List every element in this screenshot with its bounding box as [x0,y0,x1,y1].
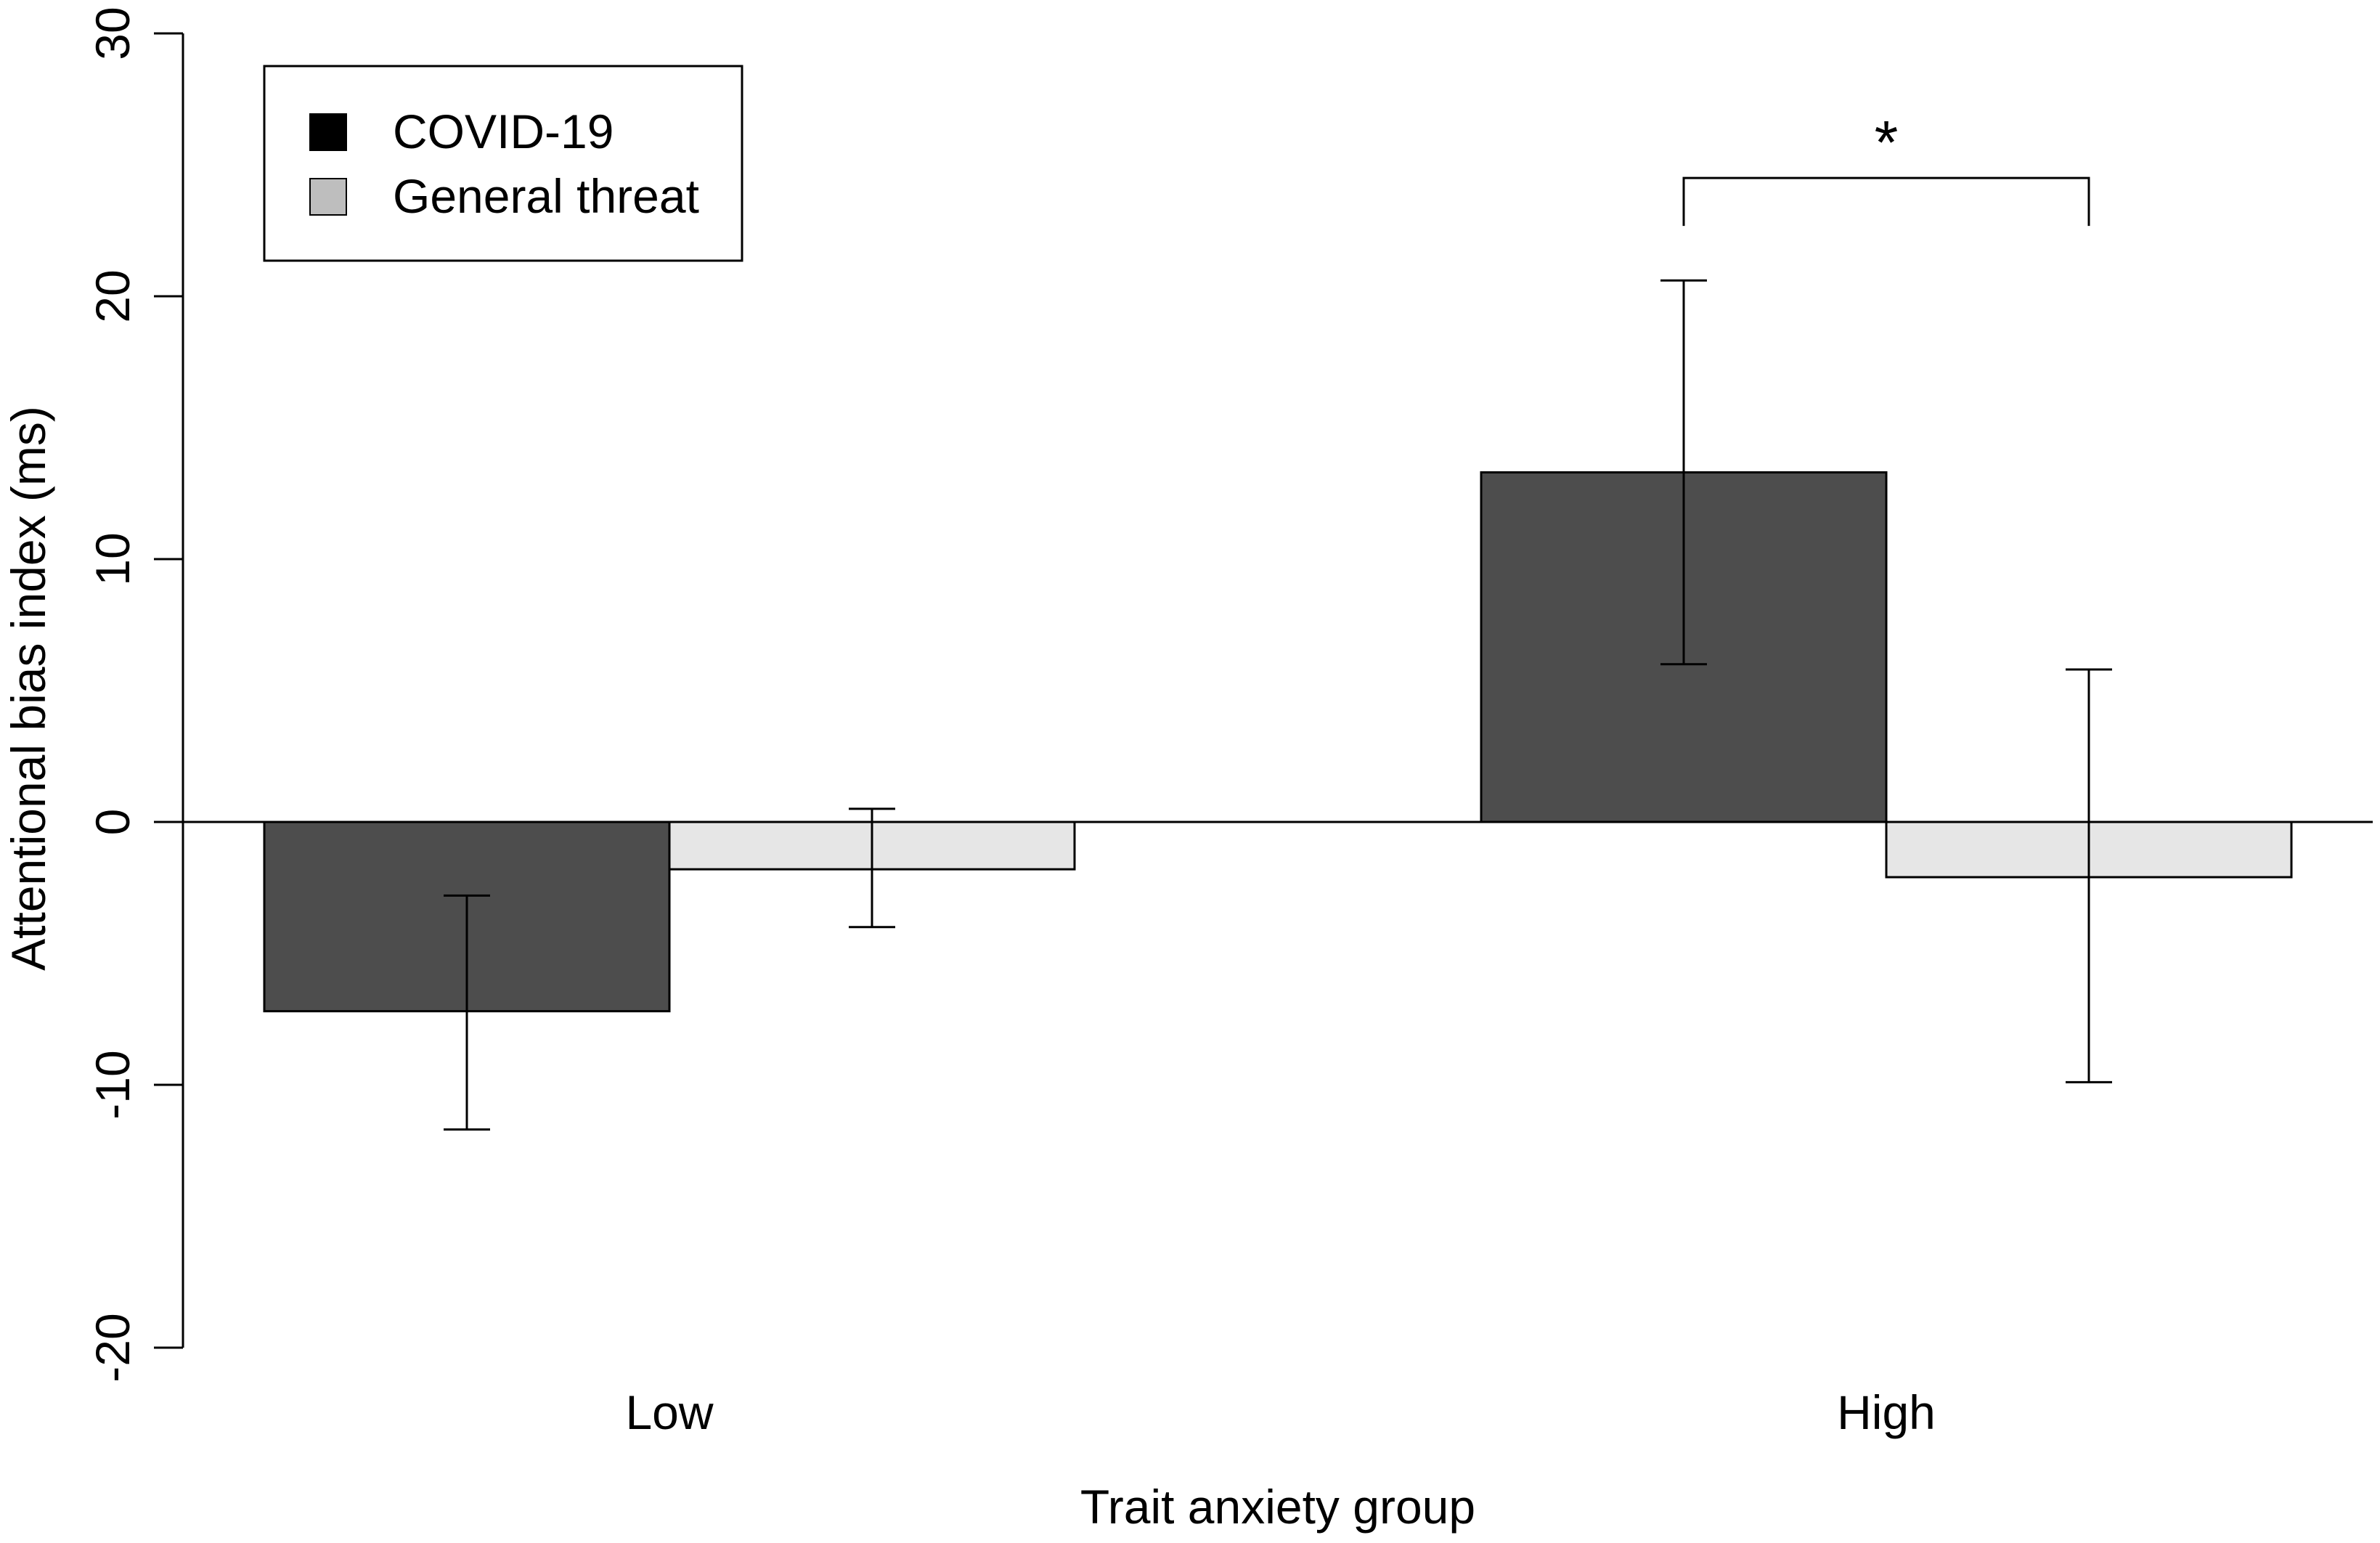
x-tick-label: High [1837,1385,1936,1439]
y-tick-label: -20 [86,1313,139,1382]
y-tick-label: -10 [86,1050,139,1119]
x-tick-label: Low [625,1385,713,1439]
legend-label-covid: COVID-19 [393,105,614,158]
y-axis: -20 -10 0 10 20 30 [86,7,184,1383]
legend-swatch-general-threat [309,178,347,216]
legend-box [263,65,743,262]
y-tick-label: 0 [86,809,139,836]
legend-label-general-threat: General threat [393,169,699,223]
y-tick-label: 10 [86,532,139,585]
y-tick-label: 20 [86,269,139,322]
legend-swatch-covid [309,113,347,151]
significance-bracket [1682,176,2090,227]
x-axis: Low High [625,1385,1935,1439]
y-tick-label: 30 [86,7,139,60]
plot-area [183,279,2373,1131]
y-axis-label: Attentional bias index (ms) [1,406,55,971]
annotations: * [1682,108,2090,227]
legend: COVID-19 General threat [263,65,743,262]
x-axis-label: Trait anxiety group [1080,1480,1475,1534]
significance-star: * [1875,108,1899,176]
